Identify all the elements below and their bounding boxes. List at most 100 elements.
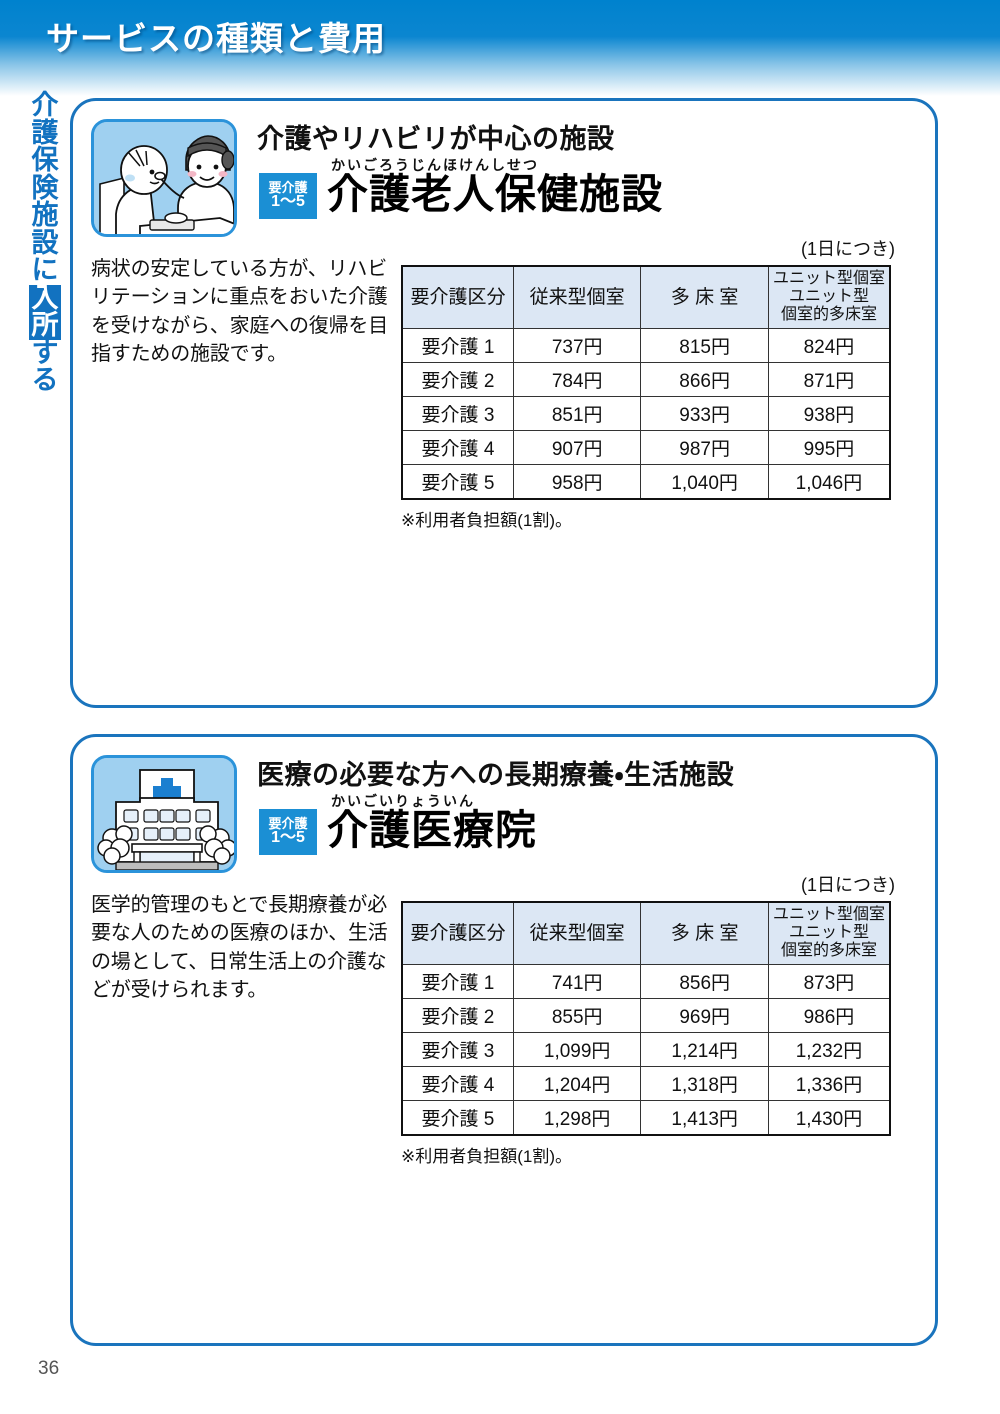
table-cell: 824円	[767, 327, 891, 363]
table-column-header: 要介護区分	[401, 901, 514, 965]
table-row: 要介護 3 1,099円 1,214円 1,232円	[401, 1031, 891, 1067]
side-tab-char: 入	[29, 284, 61, 313]
table-cell: 要介護 2	[401, 997, 514, 1033]
page-number: 36	[38, 1358, 60, 1379]
fee-table-caption: (1日につき)	[801, 239, 895, 259]
table-cell: 要介護 5	[401, 463, 514, 499]
care-level-badge: 要介護 1〜5	[259, 173, 317, 219]
table-column-header: ユニット型個室 ユニット型 個室的多床室	[767, 265, 891, 329]
side-tab-char: 所	[29, 312, 61, 340]
table-cell: 938円	[767, 395, 891, 431]
table-row: 要介護 5 958円 1,040円 1,046円	[401, 463, 891, 499]
table-cell: 要介護 4	[401, 429, 514, 465]
table-cell: 851円	[512, 395, 642, 431]
table-cell: 1,214円	[640, 1031, 769, 1067]
table-column-header: 多 床 室	[640, 265, 769, 329]
side-tab-char: 施	[31, 200, 59, 231]
table-cell: 986円	[767, 997, 891, 1033]
table-cell: 856円	[640, 963, 769, 999]
table-row: 要介護 3 851円 933円 938円	[401, 395, 891, 431]
table-cell: 1,336円	[767, 1065, 891, 1101]
side-tab-char: 設	[31, 227, 59, 258]
table-column-header: 従来型個室	[512, 265, 642, 329]
card-title: 介護老人保健施設	[327, 171, 663, 217]
facility-card-iryoin: 医療の必要な方への長期療養・生活施設 要介護 1〜5 かいごいりょういん 介護医…	[70, 734, 938, 1346]
table-cell: 要介護 1	[401, 963, 514, 999]
side-tab-char: す	[31, 337, 59, 368]
table-cell: 要介護 1	[401, 327, 514, 363]
table-cell: 要介護 4	[401, 1065, 514, 1101]
table-column-header: 多 床 室	[640, 901, 769, 965]
badge-range: 1〜5	[271, 829, 305, 847]
fee-table-note: ※利用者負担額(1割)。	[401, 510, 573, 530]
table-cell: 要介護 3	[401, 395, 514, 431]
table-header-row: 要介護区分 従来型個室多 床 室ユニット型個室 ユニット型 個室的多床室	[401, 265, 891, 329]
badge-label: 要介護	[268, 815, 308, 831]
table-cell: 815円	[640, 327, 769, 363]
table-cell: 907円	[512, 429, 642, 465]
table-cell: 1,099円	[512, 1031, 642, 1067]
side-tab-char: 険	[31, 172, 59, 203]
fee-table-zone: (1日につき) 要介護区分 従来型個室多 床 室ユニット型個室 ユニット型 個室的多床…	[401, 235, 901, 531]
table-cell: 866円	[640, 361, 769, 397]
card-title: 介護医療院	[327, 807, 537, 853]
table-cell: 784円	[512, 361, 642, 397]
table-cell: 958円	[512, 463, 642, 499]
table-cell: 987円	[640, 429, 769, 465]
fee-table-caption: (1日につき)	[801, 875, 895, 895]
card-subtitle: 医療の必要な方への長期療養・生活施設	[257, 760, 735, 790]
card-title-block: かいごろうじんほけんしせつ 介護老人保健施設	[327, 155, 663, 216]
hospital-building-illustration	[91, 755, 237, 873]
table-cell: 933円	[640, 395, 769, 431]
fee-table-zone: (1日につき) 要介護区分 従来型個室多 床 室ユニット型個室 ユニット型 個室的多床…	[401, 871, 901, 1167]
table-cell: 1,430円	[767, 1099, 891, 1135]
table-cell: 1,204円	[512, 1065, 642, 1101]
table-cell: 741円	[512, 963, 642, 999]
table-column-header: ユニット型個室 ユニット型 個室的多床室	[767, 901, 891, 965]
table-row: 要介護 5 1,298円 1,413円 1,430円	[401, 1099, 891, 1135]
badge-range: 1〜5	[271, 193, 305, 211]
fee-table-head: 要介護区分 従来型個室多 床 室ユニット型個室 ユニット型 個室的多床室	[401, 901, 891, 965]
table-row: 要介護 4 907円 987円 995円	[401, 429, 891, 465]
table-row: 要介護 2 855円 969円 986円	[401, 997, 891, 1033]
caregiver-feeding-illustration	[91, 119, 237, 237]
table-row: 要介護 1 741円 856円 873円	[401, 963, 891, 999]
table-row: 要介護 1 737円 815円 824円	[401, 327, 891, 363]
page-header-band: サービスの種類と費用	[0, 0, 1000, 96]
page-title: サービスの種類と費用	[46, 20, 386, 57]
section-side-tab: 介護保険施設に入所する	[24, 90, 66, 472]
table-cell: 要介護 3	[401, 1031, 514, 1067]
table-cell: 873円	[767, 963, 891, 999]
card-description: 医学的管理のもとで長期療養が必要な人のための医療のほか、生活の場として、日常生活…	[91, 894, 388, 1002]
table-cell: 995円	[767, 429, 891, 465]
care-level-badge: 要介護 1〜5	[259, 809, 317, 855]
table-cell: 737円	[512, 327, 642, 363]
table-cell: 1,318円	[640, 1065, 769, 1101]
table-cell: 要介護 2	[401, 361, 514, 397]
side-tab-char: 介	[31, 90, 59, 120]
side-tab-char: 護	[31, 117, 59, 148]
table-cell: 要介護 5	[401, 1099, 514, 1135]
facility-card-roken: 介護やリハビリが中心の施設 要介護 1〜5 かいごろうじんほけんしせつ 介護老人…	[70, 98, 938, 708]
table-cell: 871円	[767, 361, 891, 397]
table-cell: 1,232円	[767, 1031, 891, 1067]
card-title-ruby: かいごいりょういん	[331, 793, 475, 809]
table-cell: 855円	[512, 997, 642, 1033]
side-tab-char: に	[31, 255, 59, 286]
table-column-header: 従来型個室	[512, 901, 642, 965]
table-cell: 969円	[640, 997, 769, 1033]
badge-label: 要介護	[268, 179, 308, 195]
table-column-header: 要介護区分	[401, 265, 514, 329]
table-row: 要介護 2 784円 866円 871円	[401, 361, 891, 397]
table-cell: 1,413円	[640, 1099, 769, 1135]
fee-table-note: ※利用者負担額(1割)。	[401, 1146, 573, 1166]
fee-table-head: 要介護区分 従来型個室多 床 室ユニット型個室 ユニット型 個室的多床室	[401, 265, 891, 329]
card-title-block: かいごいりょういん 介護医療院	[327, 791, 537, 852]
card-title-ruby: かいごろうじんほけんしせつ	[331, 157, 539, 173]
table-cell: 1,046円	[767, 463, 891, 499]
